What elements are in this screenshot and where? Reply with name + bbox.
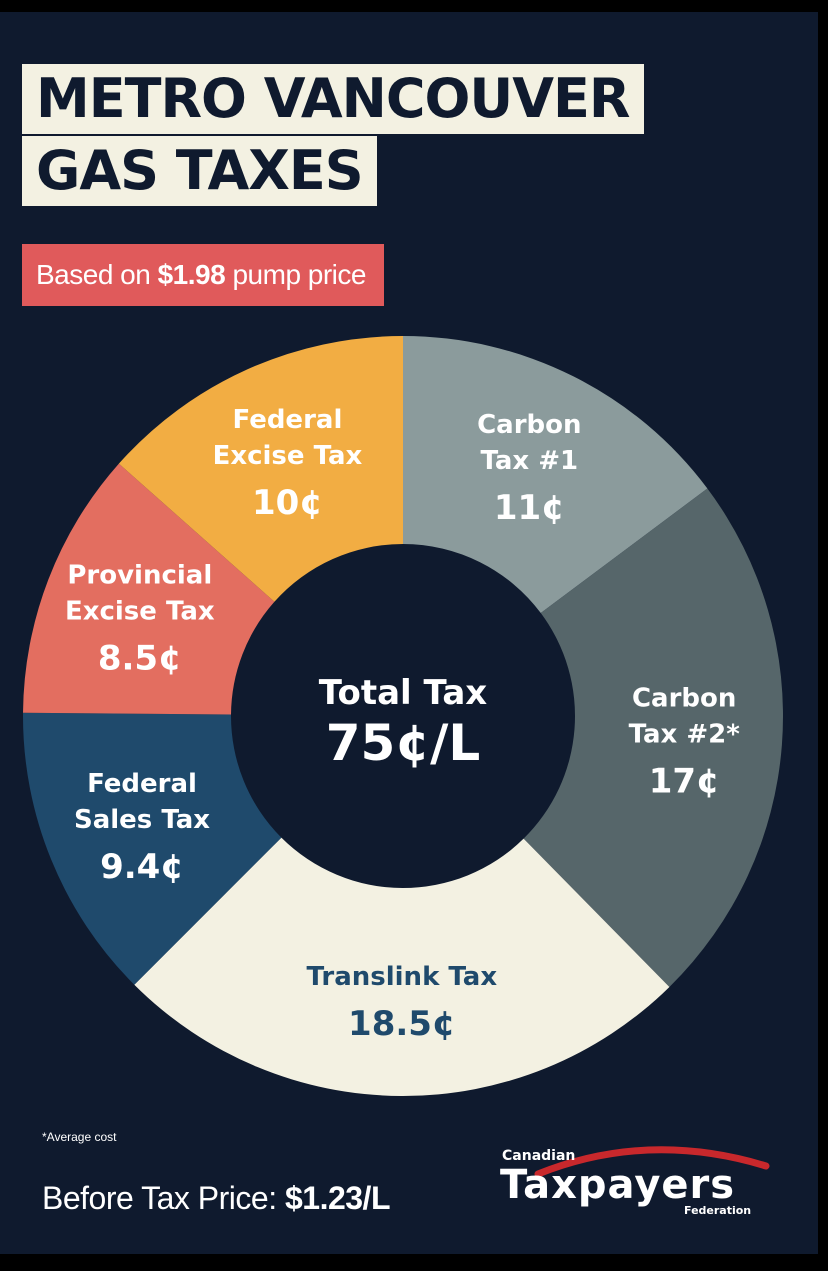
logo-canadian-text: Canadian: [502, 1148, 575, 1164]
logo-taxpayers-text: Taxpayers: [500, 1162, 735, 1208]
slice-label: Provincial: [67, 561, 212, 591]
slice-label: Federal: [232, 405, 342, 435]
footnote: *Average cost: [42, 1130, 117, 1144]
donut-slice: [523, 488, 783, 987]
pump-price-prefix: Based on: [36, 259, 151, 290]
slice-label: Carbon: [477, 410, 581, 440]
slice-label: Carbon: [632, 683, 736, 713]
before-tax-price: Before Tax Price: $1.23/L: [42, 1180, 390, 1217]
pump-price-suffix: pump price: [232, 259, 366, 290]
donut-slice: [118, 336, 403, 602]
slice-value-label: 10¢: [252, 483, 323, 523]
slice-value-label: 17¢: [649, 761, 720, 801]
before-tax-label: Before Tax Price:: [42, 1180, 277, 1216]
pump-price-banner: Based on $1.98 pump price: [22, 244, 384, 306]
logo-swoosh: [534, 1146, 770, 1178]
slice-label: Sales Tax: [74, 805, 210, 835]
before-tax-value: $1.23/L: [284, 1180, 391, 1216]
donut-slice: [23, 712, 282, 985]
title-line-2: GAS TAXES: [22, 136, 377, 206]
slice-label: Federal: [87, 769, 197, 799]
slice-label: Excise Tax: [213, 441, 363, 471]
slice-label: Excise Tax: [65, 597, 215, 627]
donut-slice: [23, 463, 275, 715]
title-line-1: METRO VANCOUVER: [22, 64, 644, 134]
slice-label: Tax #2*: [629, 719, 741, 749]
pump-price-value: $1.98: [157, 259, 226, 290]
canadian-taxpayers-federation-logo: Canadian Taxpayers Federation: [500, 1146, 770, 1217]
slice-value-label: 9.4¢: [100, 847, 184, 887]
infographic-panel: METRO VANCOUVER GAS TAXES Based on $1.98…: [0, 12, 818, 1254]
center-label: Total Tax: [319, 673, 487, 713]
logo-federation-text: Federation: [684, 1204, 751, 1217]
donut-slice: [134, 837, 670, 1097]
donut-slice: [403, 336, 708, 614]
slice-value-label: 18.5¢: [348, 1004, 456, 1044]
slice-label: Tax #1: [481, 446, 579, 476]
center-total-value: 75¢/L: [326, 714, 481, 772]
gas-tax-donut-chart: Carbon Tax #1 11¢ Carbon Tax #2* 17¢ Translink…: [23, 336, 783, 1097]
slice-value-label: 11¢: [494, 488, 565, 528]
slice-value-label: 8.5¢: [98, 639, 182, 679]
slice-label: Translink Tax: [307, 962, 498, 992]
